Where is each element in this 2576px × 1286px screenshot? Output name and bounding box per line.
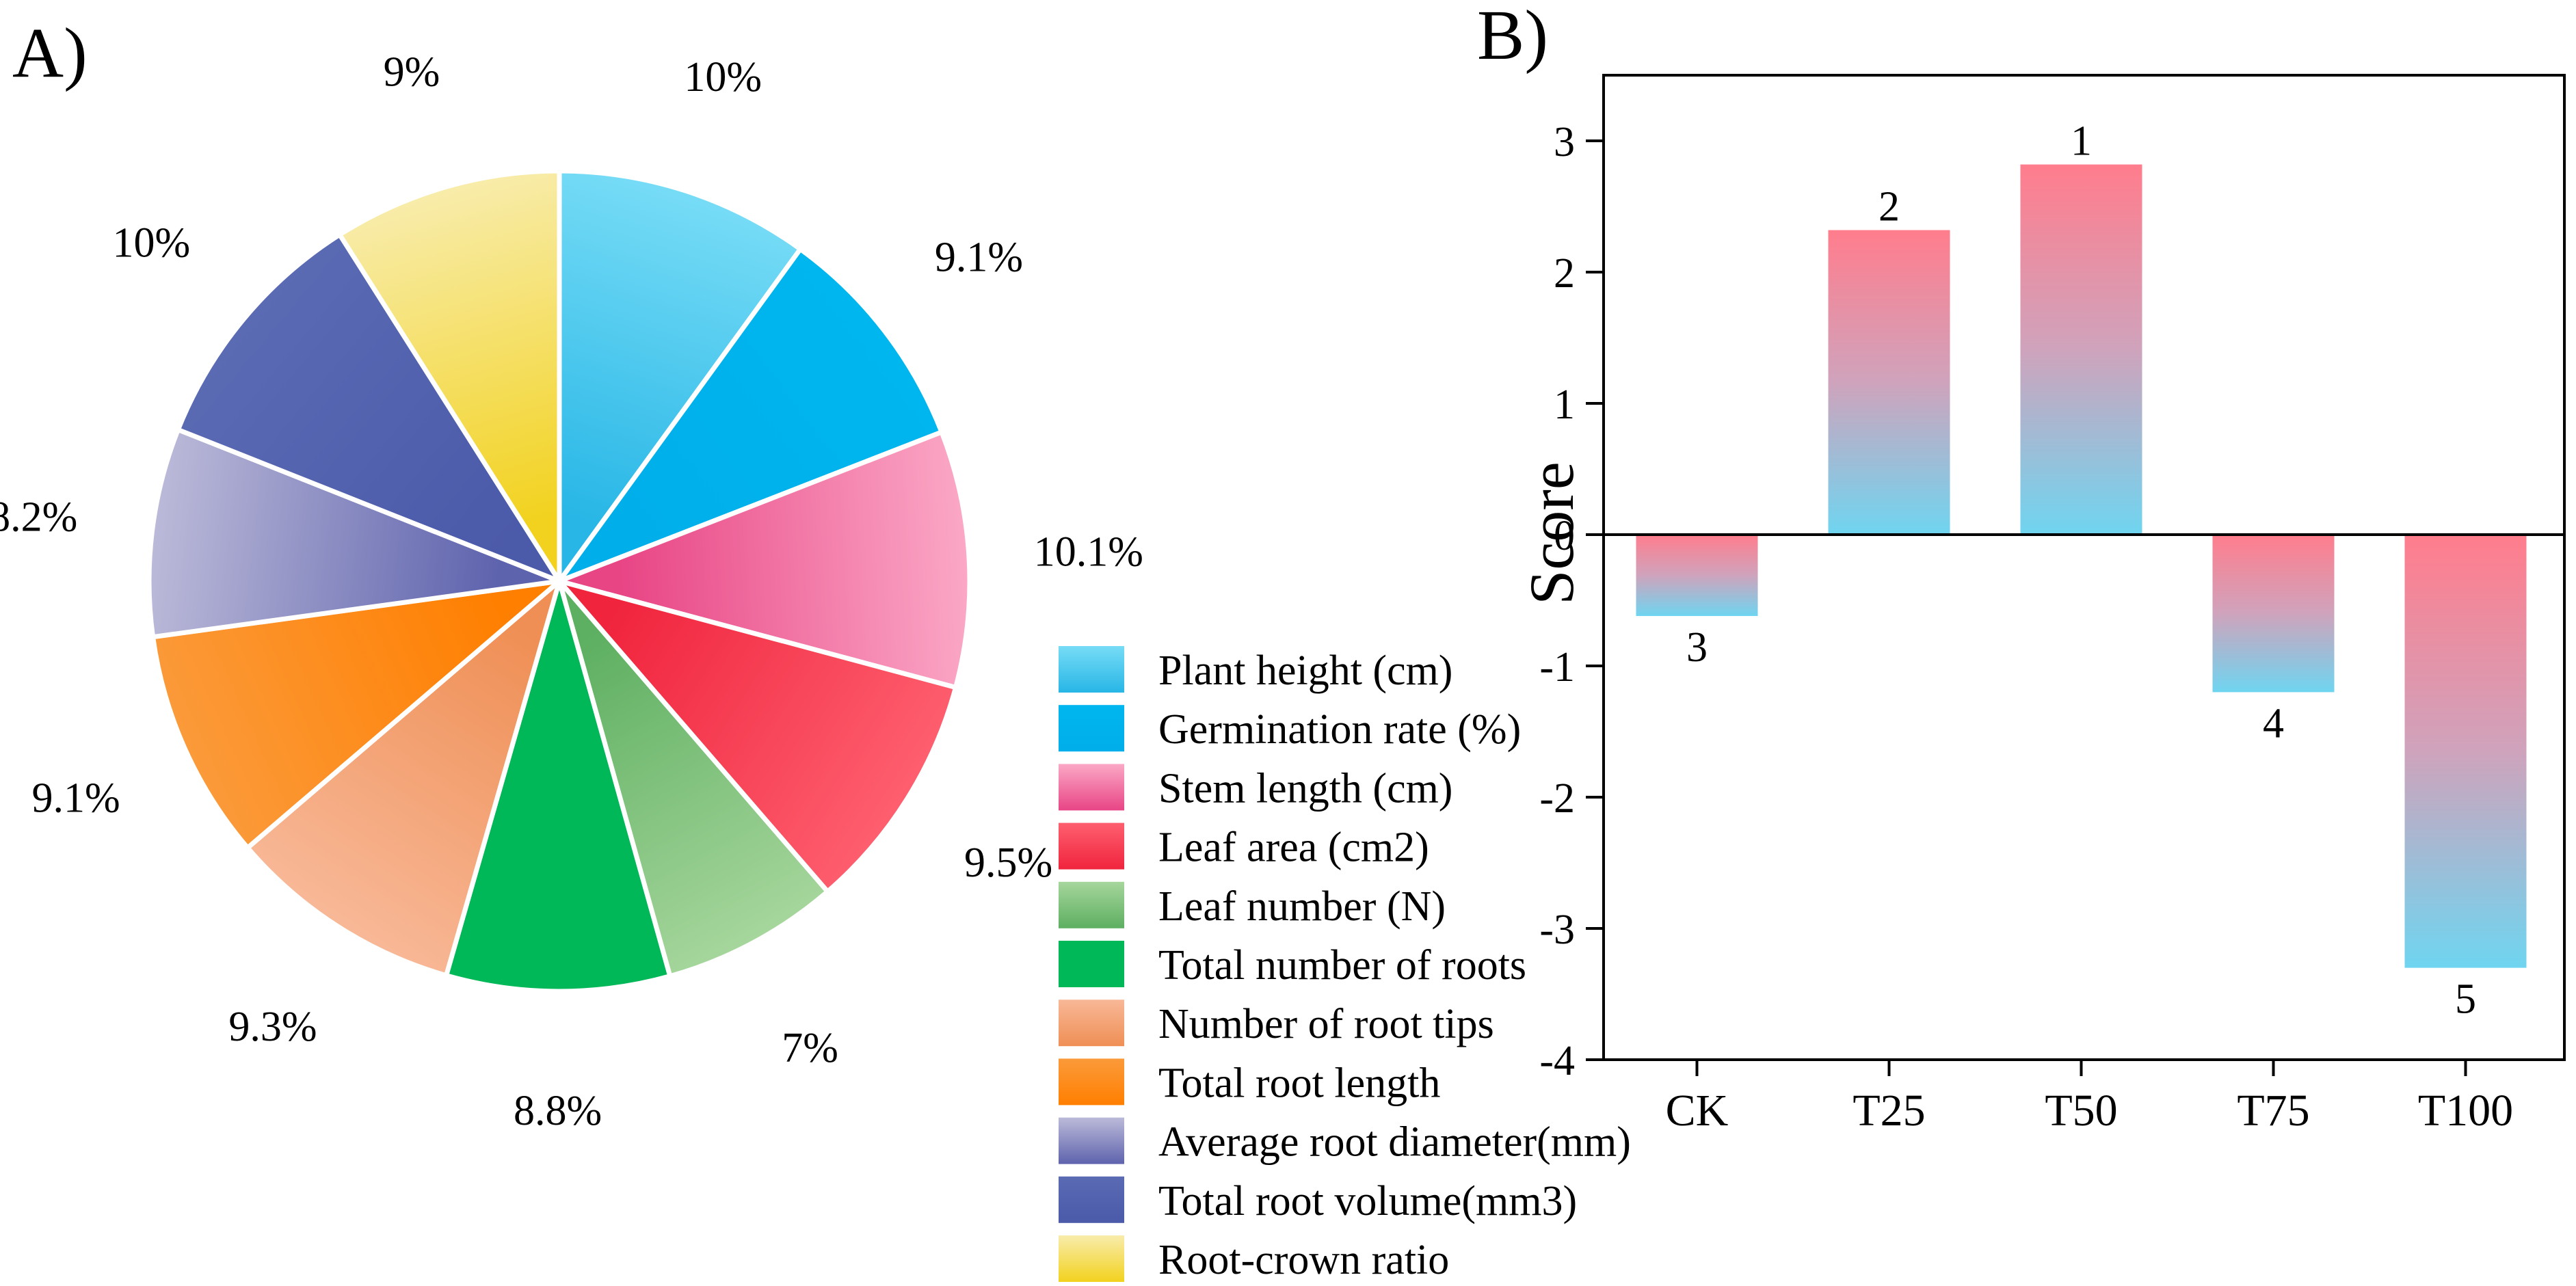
pie-chart <box>146 168 972 994</box>
pie-value-label: 8.8% <box>514 1088 602 1134</box>
pie-slice <box>557 579 832 980</box>
y-tick-label: 2 <box>1554 250 1575 297</box>
legend-label: Total number of roots <box>1158 942 1526 989</box>
legend-label: Germination rate (%) <box>1158 706 1521 753</box>
y-axis-label: Score <box>1517 461 1586 604</box>
y-tick-label: -3 <box>1539 907 1575 953</box>
legend-swatch <box>1059 705 1124 752</box>
pie-slice <box>551 429 972 691</box>
bar-rank-label: 1 <box>2071 118 2092 165</box>
y-tick-label: -1 <box>1539 644 1575 691</box>
pie-value-label: 8.2% <box>0 494 77 541</box>
legend-swatch <box>1059 822 1124 870</box>
legend-swatch <box>1059 941 1124 987</box>
pie-value-label: 10.1% <box>1034 528 1143 575</box>
y-tick-label: 0 <box>1554 513 1575 559</box>
pie-value-label: 10% <box>684 54 762 101</box>
x-axis: CK T25 T50 T75 T100 <box>1666 1060 2513 1136</box>
bar-rank-label: 5 <box>2455 976 2476 1023</box>
bar <box>2404 535 2527 968</box>
bar <box>2020 164 2142 535</box>
plot-frame <box>1602 74 2566 1061</box>
legend-label: Total root length <box>1158 1060 1440 1106</box>
pie-slice <box>336 168 562 590</box>
pie-slice <box>553 245 945 587</box>
legend-swatch <box>1059 1058 1124 1106</box>
legend-swatch <box>1059 881 1124 928</box>
pie-value-label: 9.3% <box>228 1004 317 1050</box>
y-tick-label: -4 <box>1539 1038 1575 1084</box>
bar <box>2212 535 2335 693</box>
bar-rank-label: 3 <box>1686 624 1708 671</box>
bar-rank-label: 4 <box>2263 700 2284 747</box>
legend-swatch <box>1059 1235 1124 1282</box>
y-tick-label: 1 <box>1554 381 1575 428</box>
pie-value-label: 7% <box>782 1025 838 1071</box>
legend-swatch <box>1059 764 1124 811</box>
legend-swatch <box>1059 1000 1124 1047</box>
y-axis: -4 -3 -2 -1 0 1 2 3 <box>1539 119 1604 1084</box>
pie-value-label: 9.1% <box>935 234 1023 280</box>
pie-legend: Plant height (cm) Germination rate (%) Ste… <box>1059 646 1631 1283</box>
legend-label: Leaf area (cm2) <box>1158 825 1429 871</box>
legend-label: Number of root tips <box>1158 1001 1494 1047</box>
pie-value-label: 9.1% <box>31 775 120 822</box>
pie-slice <box>552 576 959 896</box>
legend-label: Stem length (cm) <box>1158 765 1452 812</box>
pie-slice <box>174 231 566 587</box>
legend-swatch <box>1059 1117 1124 1164</box>
y-tick-label: 3 <box>1554 119 1575 165</box>
bar-chart: -4 -3 -2 -1 0 1 2 3 CK T25 T50 T75 T100 3 2 1 4 5 Score <box>1517 74 2566 1136</box>
y-tick-label: -2 <box>1539 775 1575 822</box>
x-tick-label: T50 <box>2045 1086 2117 1136</box>
bars: 3 2 1 4 5 <box>1636 118 2527 1023</box>
legend-label: Root-crown ratio <box>1158 1237 1449 1283</box>
pie-value-label: 9.5% <box>964 840 1052 886</box>
x-tick-label: T25 <box>1853 1086 1925 1136</box>
x-tick-label: T75 <box>2237 1086 2309 1136</box>
legend-label: Leaf number (N) <box>1158 883 1446 930</box>
panel-a-label: A) <box>12 14 88 92</box>
pie-slice <box>557 168 804 589</box>
legend-label: Average root diameter(mm) <box>1158 1119 1631 1166</box>
legend-label: Plant height (cm) <box>1158 647 1452 694</box>
pie-slice <box>150 577 568 851</box>
x-tick-label: CK <box>1666 1086 1729 1136</box>
legend-label: Total root volume(mm3) <box>1158 1178 1577 1224</box>
bar <box>1636 535 1758 617</box>
pie-slice <box>443 572 674 994</box>
bar-rank-label: 2 <box>1878 184 1900 230</box>
pie-slice <box>146 426 569 640</box>
pie-value-label: 10% <box>112 219 190 266</box>
bar <box>1828 230 1950 535</box>
pie-slice <box>244 574 564 979</box>
legend-swatch <box>1059 1176 1124 1223</box>
panel-b-label: B) <box>1477 0 1548 75</box>
pie-value-label: 9% <box>384 49 440 96</box>
legend-swatch <box>1059 646 1124 693</box>
x-tick-label: T100 <box>2418 1086 2513 1136</box>
pie-value-labels: 10% 9.1% 10.1% 9.5% 7% 8.8% 9.3% 9.1% 8.2% 10% 9% <box>0 49 1143 1134</box>
